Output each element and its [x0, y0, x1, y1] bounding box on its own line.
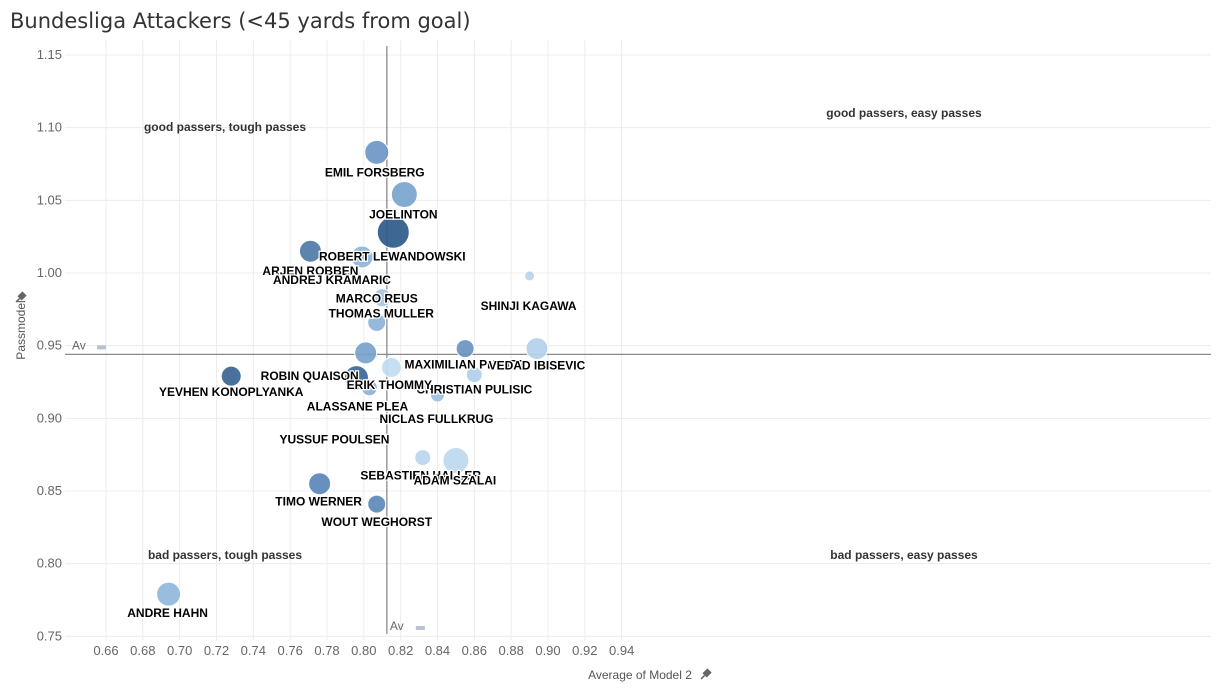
- y-axis-pin-icon[interactable]: [14, 291, 27, 304]
- data-label: JOELINTON: [369, 208, 437, 222]
- data-label: ADAM SZALAI: [414, 473, 497, 487]
- average-y-label: Av: [72, 338, 86, 352]
- y-tick-label: 1.00: [37, 265, 62, 280]
- x-axis-pin-icon[interactable]: [699, 668, 712, 681]
- data-label: ROBERT LEWANDOWSKI: [319, 249, 466, 263]
- pin-head: [702, 668, 712, 678]
- data-label: SEBASTIEN HALLER: [360, 469, 481, 483]
- data-point: [367, 312, 387, 332]
- data-point: [372, 288, 392, 308]
- x-tick-label: 0.72: [204, 643, 229, 658]
- data-point: [465, 366, 483, 384]
- x-tick-label: 0.66: [93, 643, 118, 658]
- y-tick-label: 0.85: [37, 483, 62, 498]
- quadrant-label-bottom-left: bad passers, tough passes: [148, 548, 302, 562]
- data-label: ALASSANE PLEA: [307, 400, 409, 414]
- data-point: [525, 337, 549, 361]
- data-point: [220, 365, 242, 387]
- data-point: [354, 341, 378, 365]
- x-tick-label: 0.92: [572, 643, 597, 658]
- data-label: YEVHEN KONOPLYANKA: [159, 385, 304, 399]
- point-labels: EMIL FORSBERG JOELINTON ROBERT LEWANDOWSKI…: [126, 164, 587, 621]
- data-points: [156, 139, 549, 607]
- data-point: [430, 387, 446, 403]
- x-axis-label: Average of Model 2: [588, 668, 692, 682]
- tick-labels: 0.66 0.68 0.70 0.72 0.74 0.76 0.78 0.80 0.82 0.84…: [37, 47, 635, 658]
- average-x-flag-icon: [415, 626, 425, 630]
- data-label: MARCO REUS: [336, 291, 418, 305]
- quadrant-label-top-left: good passers, tough passes: [144, 120, 306, 134]
- quadrant-label-bottom-right: bad passers, easy passes: [830, 548, 978, 562]
- data-label: EMIL FORSBERG: [325, 165, 425, 179]
- x-tick-label: 0.86: [462, 643, 487, 658]
- data-point: [350, 245, 374, 269]
- reference-lines: Av Av: [65, 46, 1211, 634]
- x-tick-label: 0.88: [499, 643, 524, 658]
- data-label: ANDRE HAHN: [127, 606, 208, 620]
- data-point: [524, 270, 536, 282]
- data-point: [414, 449, 432, 467]
- data-point: [298, 239, 322, 263]
- data-point: [360, 379, 378, 397]
- data-label: SHINJI KAGAWA: [481, 299, 577, 313]
- data-point: [364, 139, 390, 165]
- data-label: WOUT WEGHORST: [321, 515, 432, 529]
- data-point: [367, 494, 387, 514]
- y-tick-label: 0.90: [37, 410, 62, 425]
- y-tick-label: 0.75: [37, 628, 62, 643]
- grid-lines: [65, 40, 1211, 640]
- x-tick-label: 0.90: [535, 643, 560, 658]
- y-tick-label: 1.05: [37, 192, 62, 207]
- x-tick-label: 0.68: [130, 643, 155, 658]
- y-axis-label: Passmodel: [14, 300, 28, 359]
- data-label: ROBIN QUAISON: [261, 369, 359, 383]
- x-tick-label: 0.84: [425, 643, 450, 658]
- x-tick-label: 0.94: [609, 643, 634, 658]
- data-point: [380, 356, 402, 378]
- y-tick-label: 0.80: [37, 556, 62, 571]
- data-label: MAXIMILIAN PHILIPP: [404, 358, 525, 372]
- data-label: ERIK THOMMY: [347, 378, 432, 392]
- data-point: [376, 215, 410, 249]
- x-tick-label: 0.78: [314, 643, 339, 658]
- x-tick-label: 0.76: [278, 643, 303, 658]
- chart-title: Bundesliga Attackers (<45 yards from goa…: [10, 9, 471, 33]
- x-tick-label: 0.80: [351, 643, 376, 658]
- average-y-flag-icon: [97, 345, 106, 350]
- y-tick-label: 0.95: [37, 338, 62, 353]
- data-label: YUSSUF POULSEN: [279, 432, 389, 446]
- pin-head: [17, 291, 27, 301]
- x-tick-label: 0.82: [388, 643, 413, 658]
- x-tick-label: 0.74: [241, 643, 266, 658]
- y-tick-label: 1.10: [37, 120, 62, 135]
- data-point: [308, 472, 332, 496]
- quadrant-labels: good passers, tough passes good passers, …: [144, 106, 982, 562]
- quadrant-label-top-right: good passers, easy passes: [826, 106, 982, 120]
- average-x-label: Av: [390, 619, 404, 633]
- data-point: [455, 339, 475, 359]
- data-label: VEDAD IBISEVIC: [489, 359, 586, 373]
- data-label: NICLAS FULLKRUG: [380, 412, 494, 426]
- data-label: ANDREJ KRAMARIC: [273, 273, 391, 287]
- data-label: CHRISTIAN PULISIC: [416, 383, 532, 397]
- pin-needle: [700, 674, 706, 680]
- x-tick-label: 0.70: [167, 643, 192, 658]
- pin-needle: [15, 297, 21, 303]
- data-point: [442, 446, 470, 474]
- data-point: [156, 581, 182, 607]
- data-label: ARJEN ROBBEN: [262, 264, 358, 278]
- y-tick-label: 1.15: [37, 47, 62, 62]
- data-point: [390, 181, 418, 209]
- data-label: TIMO WERNER: [275, 495, 362, 509]
- data-label: THOMAS MULLER: [329, 307, 435, 321]
